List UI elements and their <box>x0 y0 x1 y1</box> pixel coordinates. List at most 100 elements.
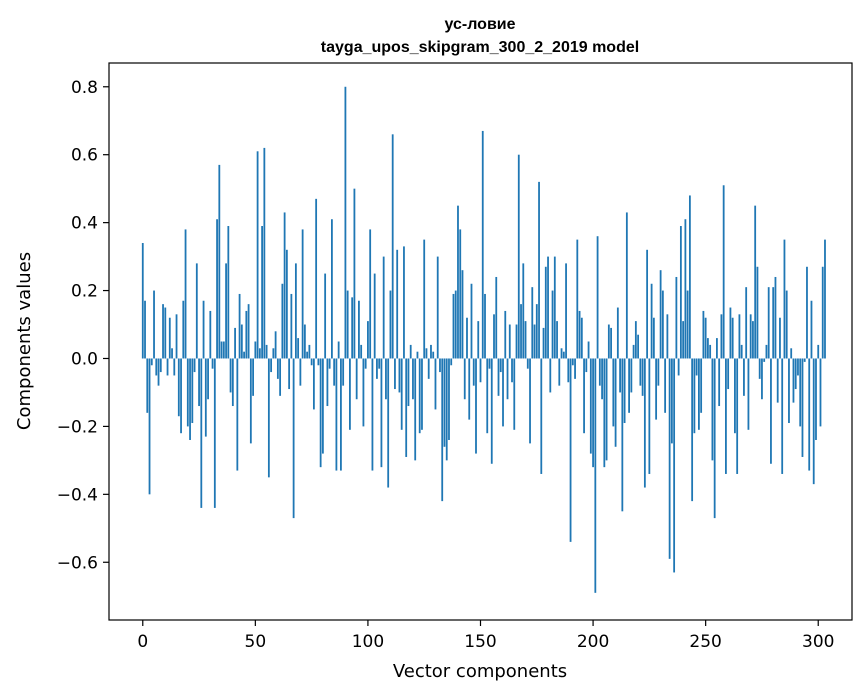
bar-224 <box>646 249 649 359</box>
bar-292 <box>799 358 802 427</box>
bar-81 <box>324 273 327 359</box>
bar-155 <box>490 358 493 464</box>
bar-18 <box>182 300 185 359</box>
bar-275 <box>761 358 763 400</box>
bar-186 <box>560 348 563 359</box>
bar-274 <box>758 358 761 379</box>
bar-4 <box>150 358 153 366</box>
bar-291 <box>797 358 799 376</box>
bar-267 <box>743 358 745 396</box>
bar-68 <box>294 263 297 359</box>
bar-280 <box>772 287 775 359</box>
bar-73 <box>306 351 309 359</box>
bar-44 <box>240 324 243 359</box>
bar-171 <box>526 358 529 369</box>
bar-249 <box>702 310 705 359</box>
bar-42 <box>236 358 239 471</box>
bar-67 <box>292 358 295 519</box>
bar-270 <box>749 314 752 359</box>
bar-225 <box>648 358 651 474</box>
bar-115 <box>400 358 403 430</box>
bars-group <box>141 86 826 593</box>
bar-273 <box>756 266 759 359</box>
bar-239 <box>679 226 682 359</box>
bar-234 <box>668 358 671 559</box>
bar-21 <box>189 358 191 440</box>
bar-64 <box>285 249 288 359</box>
bar-135 <box>445 358 448 461</box>
bar-119 <box>409 344 412 359</box>
bar-293 <box>801 358 804 457</box>
bar-212 <box>619 358 621 393</box>
bar-16 <box>177 358 180 417</box>
bar-7 <box>157 358 160 386</box>
y-tick-label: 0.4 <box>71 214 98 234</box>
bar-54 <box>263 147 266 359</box>
bar-26 <box>200 358 203 508</box>
bar-252 <box>709 344 712 359</box>
bar-290 <box>794 358 797 390</box>
bar-51 <box>256 151 259 359</box>
bar-190 <box>569 358 572 542</box>
bar-102 <box>371 358 374 471</box>
bar-0 <box>141 243 144 359</box>
bar-38 <box>227 226 230 359</box>
bar-222 <box>641 358 644 396</box>
bar-268 <box>745 287 748 359</box>
bar-84 <box>331 219 333 359</box>
bar-5 <box>153 290 155 359</box>
x-axis-label: Vector components <box>393 661 567 682</box>
bar-160 <box>502 358 504 427</box>
bar-208 <box>610 327 612 359</box>
bar-188 <box>565 263 567 359</box>
bar-176 <box>538 181 540 359</box>
bar-117 <box>405 358 408 457</box>
bar-278 <box>767 287 770 359</box>
bar-260 <box>727 358 730 390</box>
bar-47 <box>247 304 250 359</box>
bar-92 <box>349 358 351 430</box>
bar-132 <box>439 358 441 373</box>
bar-149 <box>477 321 480 359</box>
bar-170 <box>524 321 527 359</box>
bar-22 <box>191 358 194 424</box>
bar-241 <box>684 219 687 359</box>
bar-60 <box>276 358 279 379</box>
x-tick-label: 100 <box>352 632 384 652</box>
bar-106 <box>380 358 383 468</box>
bar-148 <box>475 358 477 454</box>
bar-214 <box>623 358 626 424</box>
bar-79 <box>319 358 322 468</box>
bar-240 <box>682 321 685 359</box>
bar-256 <box>718 358 721 407</box>
bar-250 <box>704 317 707 359</box>
bar-152 <box>484 293 486 359</box>
bar-31 <box>211 358 214 369</box>
bar-284 <box>781 358 784 474</box>
bar-184 <box>556 321 558 359</box>
bar-145 <box>468 358 471 420</box>
bar-204 <box>601 358 603 400</box>
bar-40 <box>231 358 234 407</box>
x-tick-label: 300 <box>802 632 834 652</box>
x-tick-label: 250 <box>689 632 721 652</box>
chart-title-line1: ус-ловие <box>444 16 515 33</box>
bar-91 <box>346 290 349 359</box>
bar-163 <box>508 324 511 359</box>
y-axis-ticks: −0.6 −0.4 −0.2 0.0 0.2 0.4 0.6 0.8 <box>57 78 109 573</box>
bar-174 <box>533 324 536 359</box>
bar-195 <box>580 317 583 359</box>
bar-210 <box>614 358 617 447</box>
bar-245 <box>693 358 696 434</box>
bar-109 <box>387 358 390 488</box>
bar-97 <box>360 344 363 359</box>
bar-69 <box>297 338 300 359</box>
bar-203 <box>598 358 601 386</box>
bar-12 <box>168 317 171 359</box>
bar-183 <box>553 256 556 359</box>
bar-230 <box>659 270 662 359</box>
bar-232 <box>664 358 667 413</box>
bar-82 <box>326 358 329 407</box>
bar-41 <box>234 327 236 359</box>
